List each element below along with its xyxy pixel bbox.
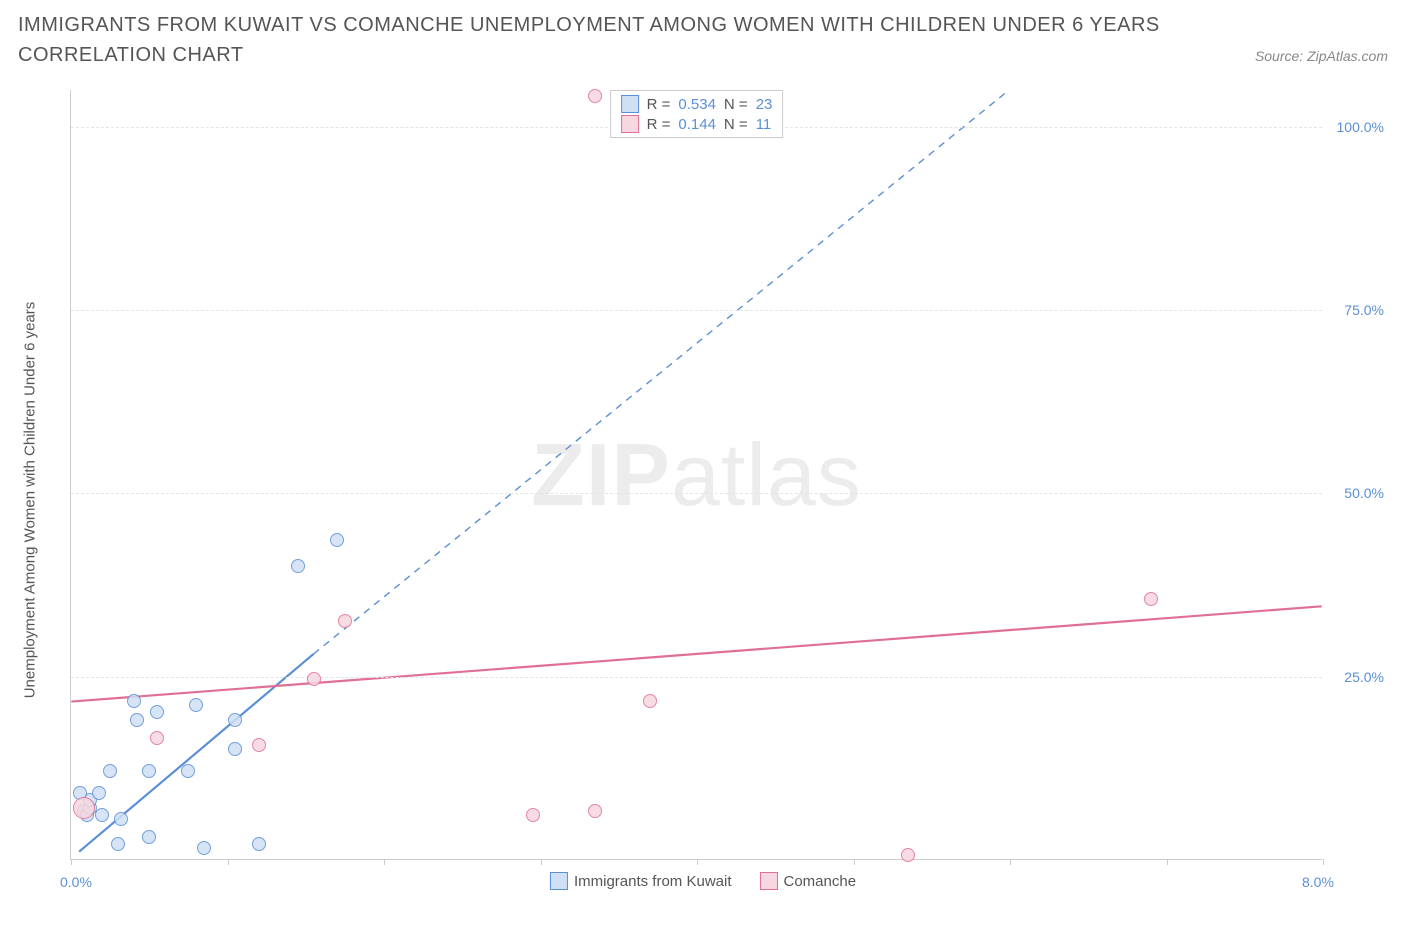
swatch-series-2 [760, 872, 778, 890]
x-tick [1010, 859, 1011, 865]
chart-container: Unemployment Among Women with Children U… [18, 80, 1388, 920]
data-point [588, 804, 602, 818]
data-point [142, 830, 156, 844]
n-value-series-1: 23 [756, 96, 773, 113]
legend-row-series-1: R = 0.534 N = 23 [621, 95, 773, 113]
y-tick-label: 50.0% [1328, 485, 1384, 501]
data-point [150, 731, 164, 745]
swatch-series-1 [621, 95, 639, 113]
swatch-series-1 [550, 872, 568, 890]
data-point [1144, 592, 1158, 606]
y-tick-label: 75.0% [1328, 302, 1384, 318]
legend-item-series-2: Comanche [760, 872, 857, 890]
data-point [150, 705, 164, 719]
x-tick [854, 859, 855, 865]
watermark-atlas: atlas [671, 425, 862, 524]
r-label: R = [647, 116, 671, 133]
data-point [330, 533, 344, 547]
data-point [228, 713, 242, 727]
data-point [95, 808, 109, 822]
n-value-series-2: 11 [756, 116, 772, 133]
n-label: N = [724, 96, 748, 113]
data-point [130, 713, 144, 727]
n-label: N = [724, 116, 748, 133]
data-point [338, 614, 352, 628]
watermark-zip: ZIP [531, 425, 671, 524]
legend-item-series-1: Immigrants from Kuwait [550, 872, 732, 890]
correlation-legend: R = 0.534 N = 23 R = 0.144 N = 11 [610, 90, 784, 138]
x-tick [541, 859, 542, 865]
y-tick-label: 25.0% [1328, 669, 1384, 685]
data-point [228, 742, 242, 756]
legend-label-series-2: Comanche [784, 873, 857, 890]
data-point [197, 841, 211, 855]
data-point [114, 812, 128, 826]
x-tick [697, 859, 698, 865]
data-point [189, 698, 203, 712]
watermark: ZIPatlas [531, 424, 862, 526]
data-point [103, 764, 117, 778]
x-tick [71, 859, 72, 865]
gridline [71, 310, 1322, 311]
r-label: R = [647, 96, 671, 113]
data-point [643, 694, 657, 708]
source-attribution: Source: ZipAtlas.com [1255, 48, 1388, 70]
data-point [901, 848, 915, 862]
data-point [92, 786, 106, 800]
gridline [71, 677, 1322, 678]
data-point [588, 89, 602, 103]
y-axis-title: Unemployment Among Women with Children U… [22, 302, 39, 699]
legend-row-series-2: R = 0.144 N = 11 [621, 115, 773, 133]
legend-label-series-1: Immigrants from Kuwait [574, 873, 732, 890]
data-point [73, 797, 95, 819]
r-value-series-1: 0.534 [678, 96, 716, 113]
chart-title: IMMIGRANTS FROM KUWAIT VS COMANCHE UNEMP… [18, 10, 1168, 70]
data-point [111, 837, 125, 851]
data-point [526, 808, 540, 822]
swatch-series-2 [621, 115, 639, 133]
data-point [307, 672, 321, 686]
data-point [252, 738, 266, 752]
gridline [71, 493, 1322, 494]
y-tick-label: 100.0% [1328, 119, 1384, 135]
x-tick [384, 859, 385, 865]
series-legend: Immigrants from Kuwait Comanche [550, 872, 856, 890]
data-point [252, 837, 266, 851]
x-tick [1167, 859, 1168, 865]
x-axis-min-label: 0.0% [60, 874, 92, 890]
plot-area: ZIPatlas R = 0.534 N = 23 R = 0.144 N = … [70, 90, 1322, 860]
data-point [127, 694, 141, 708]
x-tick [1323, 859, 1324, 865]
data-point [291, 559, 305, 573]
data-point [181, 764, 195, 778]
r-value-series-2: 0.144 [678, 116, 716, 133]
data-point [142, 764, 156, 778]
x-axis-max-label: 8.0% [1302, 874, 1334, 890]
x-tick [228, 859, 229, 865]
